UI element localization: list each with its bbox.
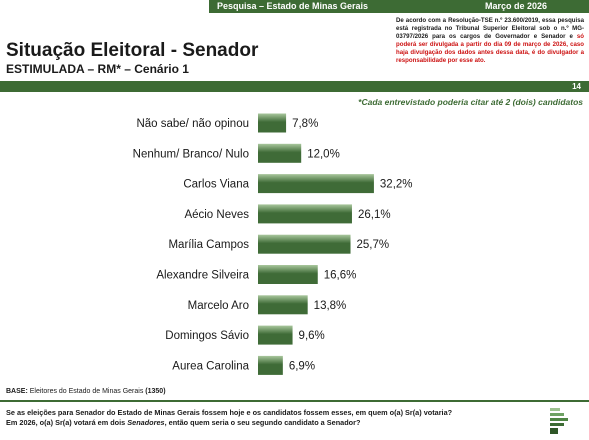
section-divider-bar: 14 xyxy=(0,81,589,92)
category-label-aurea-carolina: Aurea Carolina xyxy=(172,360,249,372)
page-number: 14 xyxy=(572,82,581,91)
base-text: Eleitores do Estado de Minas Gerais xyxy=(27,388,146,395)
category-label-aecio-neves: Aécio Neves xyxy=(184,209,249,221)
bar-domingos-savio xyxy=(258,325,293,345)
category-label-domingos-savio: Domingos Sávio xyxy=(165,330,249,342)
page-title: Situação Eleitoral - Senador xyxy=(6,40,259,61)
survey-question-line-1: Se as eleições para Senador do Estado de… xyxy=(6,408,453,417)
value-label-aurea-carolina: 6,9% xyxy=(289,360,315,372)
survey-question-line-2-start: Em 2026, o(a) Sr(a) votará em dois xyxy=(6,417,128,427)
category-label-nao-sabe-nao-opinou: Não sabe/ não opinou xyxy=(136,118,249,130)
base-count: (1350) xyxy=(145,388,166,395)
bar-aurea-carolina xyxy=(258,355,283,375)
bar-nenhum-branco-nulo xyxy=(258,143,302,163)
header-date: Março de 2026 xyxy=(484,1,547,11)
base-note: BASE: Eleitores do Estado de Minas Gerai… xyxy=(6,388,166,395)
bar-alexandre-silveira xyxy=(258,265,318,284)
value-label-nao-sabe-nao-opinou: 7,8% xyxy=(292,118,318,130)
bar-carlos-viana xyxy=(258,174,374,194)
header-survey-label: Pesquisa – Estado de Minas Gerais xyxy=(217,1,369,11)
legal-notice: De acordo com a Resolução-TSE n.º 23.600… xyxy=(396,17,584,66)
value-label-marcelo-aro: 13,8% xyxy=(314,300,347,312)
value-label-alexandre-silveira: 16,6% xyxy=(324,270,357,282)
survey-question-line-2: Em 2026, o(a) Sr(a) votará em dois Senad… xyxy=(6,418,536,428)
survey-question-line-2-end: , então quem seria o seu segundo candida… xyxy=(164,417,361,427)
bar-marilia-campos xyxy=(258,234,351,254)
survey-question: Se as eleições para Senador do Estado de… xyxy=(6,408,536,427)
page-subtitle: ESTIMULADA – RM* – Cenário 1 xyxy=(6,62,189,76)
category-label-carlos-viana: Carlos Viana xyxy=(183,179,249,191)
bar-chart: Não sabe/ não opinou 7,8% Nenhum/ Branco/ … xyxy=(0,106,589,382)
value-label-aecio-neves: 26,1% xyxy=(358,209,391,221)
category-label-nenhum-branco-nulo: Nenhum/ Branco/ Nulo xyxy=(133,148,249,160)
top-header-bar: Pesquisa – Estado de Minas Gerais Março … xyxy=(209,0,589,13)
category-label-alexandre-silveira: Alexandre Silveira xyxy=(156,270,249,282)
base-label: BASE: xyxy=(6,388,28,395)
category-label-marcelo-aro: Marcelo Aro xyxy=(188,300,249,312)
pesquisa-logo-icon xyxy=(550,408,568,434)
value-label-domingos-savio: 9,6% xyxy=(299,330,325,342)
bar-aecio-neves xyxy=(258,204,352,224)
bar-nao-sabe-nao-opinou xyxy=(258,113,287,133)
category-label-marilia-campos: Marília Campos xyxy=(168,239,249,251)
value-label-carlos-viana: 32,2% xyxy=(380,179,413,191)
value-label-marilia-campos: 25,7% xyxy=(357,239,390,251)
bar-chart-svg: Não sabe/ não opinou 7,8% Nenhum/ Branco/ … xyxy=(133,113,413,375)
legal-notice-warning: só poderá ser divulgada a partir do dia … xyxy=(396,33,584,65)
bar-marcelo-aro xyxy=(258,295,308,315)
survey-question-emphasis: Senadores xyxy=(127,417,165,427)
footer-divider xyxy=(0,400,589,402)
legal-notice-text: De acordo com a Resolução-TSE n.º 23.600… xyxy=(396,17,584,41)
chart-footnote: *Cada entrevistado poderia citar até 2 (… xyxy=(358,97,583,107)
value-label-nenhum-branco-nulo: 12,0% xyxy=(307,148,340,160)
